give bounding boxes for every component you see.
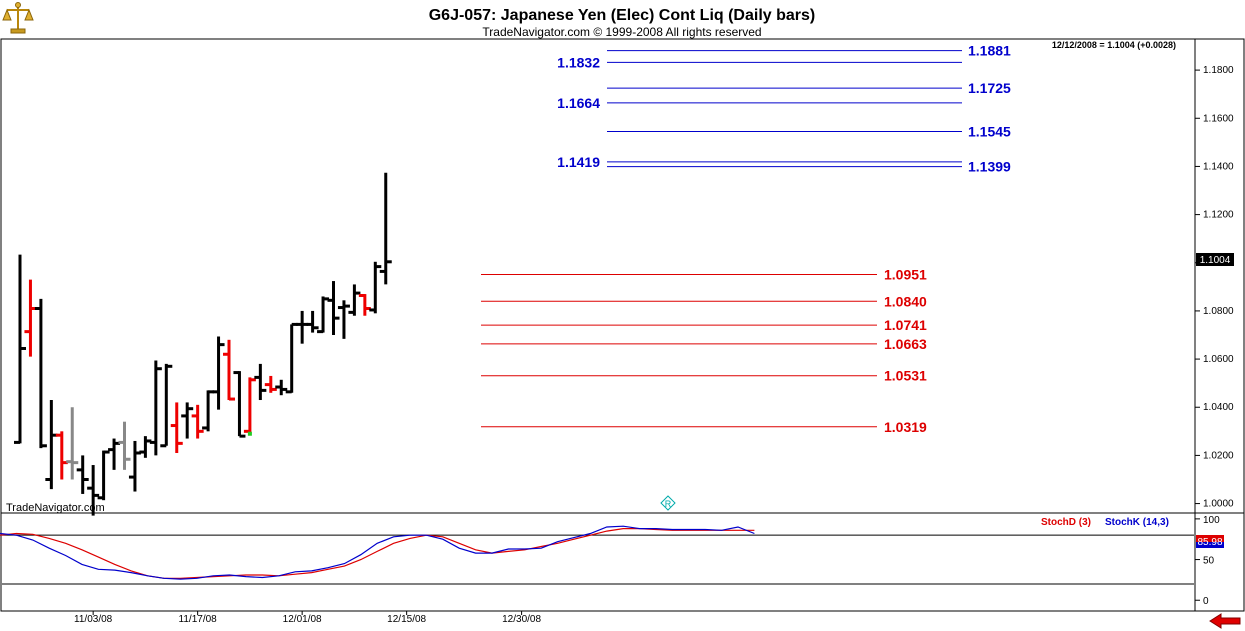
ohlc-bar	[243, 377, 256, 434]
blue-level-label: 1.1545	[968, 124, 1011, 140]
ohlc-bar	[66, 407, 79, 480]
chart-title: G6J-057: Japanese Yen (Elec) Cont Liq (D…	[429, 7, 816, 24]
ohlc-bar	[264, 375, 277, 393]
ohlc-bar	[191, 404, 204, 439]
stochastic-plot	[0, 525, 1194, 585]
red-level-label: 1.0741	[884, 317, 927, 333]
price-tick-label: 1.0400	[1203, 402, 1234, 413]
rollover-marker-label: R	[665, 499, 672, 509]
price-tick-label: 1.1200	[1203, 210, 1234, 221]
price-tick-label: 1.1600	[1203, 113, 1234, 124]
red-level-label: 1.0840	[884, 293, 927, 309]
current-price-box	[1196, 253, 1234, 266]
ohlc-bar	[34, 298, 47, 449]
stoch-value-box-top	[1196, 535, 1224, 542]
ohlc-bar	[181, 402, 194, 439]
stoch-current-value: 85.98	[1197, 537, 1222, 548]
ohlc-bar	[306, 310, 319, 333]
ohlc-bar	[97, 450, 110, 501]
ohlc-bar	[369, 261, 382, 314]
price-tick-label: 1.0200	[1203, 450, 1234, 461]
date-tick-label: 11/03/08	[74, 614, 113, 625]
ohlc-bar	[327, 281, 340, 335]
stoch-panel-frame	[0, 512, 1245, 612]
red-level-label: 1.0951	[884, 267, 927, 283]
stoch-tick-label: 50	[1203, 556, 1215, 567]
app-logo	[2, 2, 34, 34]
red-level-label: 1.0319	[884, 419, 927, 435]
red-level-label: 1.0531	[884, 368, 927, 384]
legend-stochd: StochD (3)	[1041, 517, 1091, 528]
date-tick-label: 12/01/08	[283, 614, 322, 625]
red-left-arrow-icon	[1209, 613, 1241, 629]
red-level-label: 1.0663	[884, 336, 927, 352]
legend-stochk: StochK (14,3)	[1105, 517, 1169, 528]
blue-level-label: 1.1664	[557, 95, 600, 111]
ohlc-bar	[233, 371, 246, 438]
price-readout: 12/12/2008 = 1.1004 (+0.0028)	[1052, 40, 1176, 50]
price-tick-label: 1.0000	[1203, 499, 1234, 510]
swing-low-marker	[247, 431, 252, 436]
price-tick-label: 1.0800	[1203, 306, 1234, 317]
current-price-label: 1.1004	[1200, 255, 1231, 266]
blue-level-label: 1.1725	[968, 80, 1011, 96]
price-tick-label: 1.1800	[1203, 65, 1234, 76]
stoch-tick-label: 100	[1203, 515, 1220, 526]
stoch-value-box-bottom	[1196, 542, 1224, 548]
ohlc-bar	[212, 336, 225, 410]
level-lines: 1.1832 1.1664 1.1419 1.1881 1.1725 1.1545 1.13…	[481, 43, 1011, 435]
ohlc-bar	[14, 254, 26, 444]
ohlc-bar	[87, 465, 100, 516]
ohlc-bar	[149, 360, 162, 456]
blue-level-label: 1.1399	[968, 159, 1011, 175]
blue-level-label: 1.1832	[557, 54, 600, 70]
blue-level-label: 1.1419	[557, 154, 600, 170]
ohlc-bar	[348, 284, 361, 316]
date-tick-label: 11/17/08	[179, 614, 218, 625]
stochastic-axis: 100 50 0	[1195, 515, 1220, 607]
scroll-left-button[interactable]	[1208, 613, 1242, 629]
ohlc-bar	[223, 339, 235, 401]
ohlc-bar	[379, 172, 392, 285]
ohlc-bar	[76, 455, 89, 494]
price-tick-label: 1.0600	[1203, 354, 1234, 365]
date-axis: 11/03/08 11/17/08 12/01/08 12/15/08 12/30/08	[74, 611, 541, 625]
ohlc-bar	[337, 300, 350, 339]
date-tick-label: 12/30/08	[502, 614, 541, 625]
watermark: TradeNavigator.com	[6, 502, 105, 514]
rollover-marker[interactable]: R	[660, 495, 676, 511]
ohlc-bar	[254, 363, 267, 401]
price-bars	[14, 172, 392, 516]
copyright-text: TradeNavigator.com © 1999-2008 All right…	[482, 25, 761, 39]
blue-level-label: 1.1881	[968, 43, 1011, 59]
ohlc-bar	[160, 363, 173, 448]
stoch-tick-label: 0	[1203, 596, 1209, 607]
price-tick-label: 1.1400	[1203, 161, 1234, 172]
scales-icon	[2, 2, 34, 34]
date-tick-label: 12/15/08	[387, 614, 426, 625]
ohlc-bar	[170, 402, 183, 453]
ohlc-bar	[118, 421, 131, 470]
stoch-series-line	[0, 525, 755, 580]
ohlc-bar	[275, 379, 288, 396]
stoch-series-line	[0, 527, 755, 579]
